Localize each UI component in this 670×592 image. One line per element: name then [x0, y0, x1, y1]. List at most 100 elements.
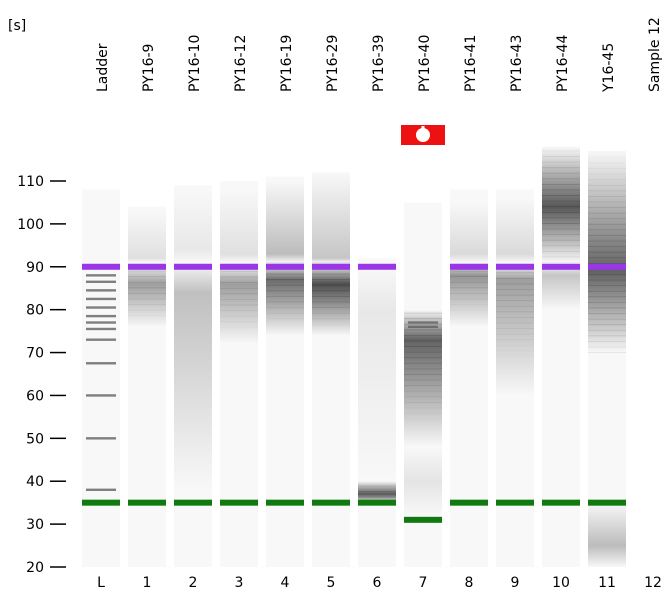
sample-label: PY16-44 [555, 35, 571, 92]
y-tick-label: 90 [26, 260, 44, 276]
ladder-band [86, 437, 116, 440]
unit-label: [s] [8, 18, 26, 34]
ladder-band [86, 289, 116, 292]
ladder-band [86, 488, 116, 491]
lower-marker-band [404, 516, 442, 523]
sample-label: Sample 12 [647, 17, 663, 92]
upper-marker-band [450, 263, 488, 270]
y-tick-label: 30 [26, 517, 44, 533]
smear [128, 262, 166, 327]
sample-labels: Ladder L PY16-9 1 PY16-10 2 PY16-12 3 PY16-19 4 PY… [95, 17, 663, 591]
y-tick-label: 50 [26, 431, 44, 447]
lane-3 [220, 181, 258, 567]
sample-label: PY16-12 [233, 35, 249, 92]
sample-label: Ladder [95, 43, 111, 92]
smear [174, 262, 212, 490]
smear [588, 502, 626, 567]
lane-7 [401, 125, 445, 567]
lane-10 [542, 146, 580, 567]
ladder-band [86, 306, 116, 309]
upper-marker-band [266, 263, 304, 270]
ladder-band [86, 338, 116, 341]
lane-background [82, 189, 120, 568]
lane-L [82, 189, 120, 568]
y-tick-label: 20 [26, 560, 44, 576]
lower-marker-band [496, 499, 534, 506]
ladder-band [408, 321, 438, 324]
smear [220, 189, 258, 263]
sample-label: Y16-45 [601, 43, 617, 93]
lane-6 [358, 258, 396, 567]
smear [542, 262, 580, 310]
smear [450, 262, 488, 327]
smear [496, 262, 534, 396]
lane-number: 4 [281, 575, 290, 591]
sample-label: PY16-19 [279, 35, 295, 92]
ladder-band [86, 394, 116, 397]
smear [312, 172, 350, 263]
sample-label: PY16-43 [509, 35, 525, 92]
upper-marker-band [220, 263, 258, 270]
lane-number: 1 [143, 575, 152, 591]
upper-marker-band [588, 263, 626, 270]
lane-2 [174, 185, 212, 568]
upper-marker-band [128, 263, 166, 270]
lower-marker-band [82, 499, 120, 506]
y-tick-label: 40 [26, 474, 44, 490]
lanes-group [82, 125, 626, 568]
y-tick-label: 110 [17, 174, 44, 190]
lower-marker-band [358, 499, 396, 506]
lower-marker-band [174, 499, 212, 506]
lane-number: 7 [419, 575, 428, 591]
upper-marker-band [496, 263, 534, 270]
lane-8 [450, 189, 488, 568]
lane-number: 12 [644, 575, 662, 591]
lane-number: 2 [189, 575, 198, 591]
smear [220, 262, 258, 344]
smear [404, 446, 442, 516]
ladder-band [86, 297, 116, 301]
ladder-band [86, 314, 116, 318]
ladder-band [86, 274, 116, 277]
lower-marker-band [450, 499, 488, 506]
smear [312, 262, 350, 336]
lower-marker-band [312, 499, 350, 506]
lower-marker-band [588, 499, 626, 506]
sample-label: PY16-39 [371, 35, 387, 92]
sample-label: PY16-29 [325, 35, 341, 92]
lower-marker-band [542, 499, 580, 506]
smear [266, 262, 304, 336]
lane-number: 11 [598, 575, 616, 591]
y-tick-label: 60 [26, 388, 44, 404]
lane-number: 9 [511, 575, 520, 591]
sample-label: PY16-10 [187, 35, 203, 92]
ladder-band [86, 327, 116, 331]
upper-marker-band [542, 263, 580, 270]
y-tick-label: 80 [26, 303, 44, 319]
smear [542, 146, 580, 263]
lane-number: 10 [552, 575, 570, 591]
upper-marker-band [358, 263, 396, 270]
ladder-band [408, 325, 438, 329]
sample-label: PY16-41 [463, 35, 479, 92]
smear [266, 181, 304, 263]
smear [174, 189, 212, 263]
lane-5 [312, 172, 350, 567]
lane-number: 6 [373, 575, 382, 591]
smear [358, 266, 396, 482]
smear [450, 202, 488, 263]
lower-marker-band [128, 499, 166, 506]
y-tick-label: 70 [26, 346, 44, 362]
lane-number: L [97, 575, 105, 591]
smear [404, 309, 442, 447]
lane-number: 8 [465, 575, 474, 591]
lane-11 [588, 150, 626, 567]
lane-4 [266, 176, 304, 567]
error-flag-glyph [421, 126, 425, 130]
ladder-band [86, 362, 116, 365]
lower-marker-band [266, 499, 304, 506]
upper-marker-band [174, 263, 212, 270]
error-flag-glyph [416, 128, 430, 142]
smear [588, 150, 626, 353]
